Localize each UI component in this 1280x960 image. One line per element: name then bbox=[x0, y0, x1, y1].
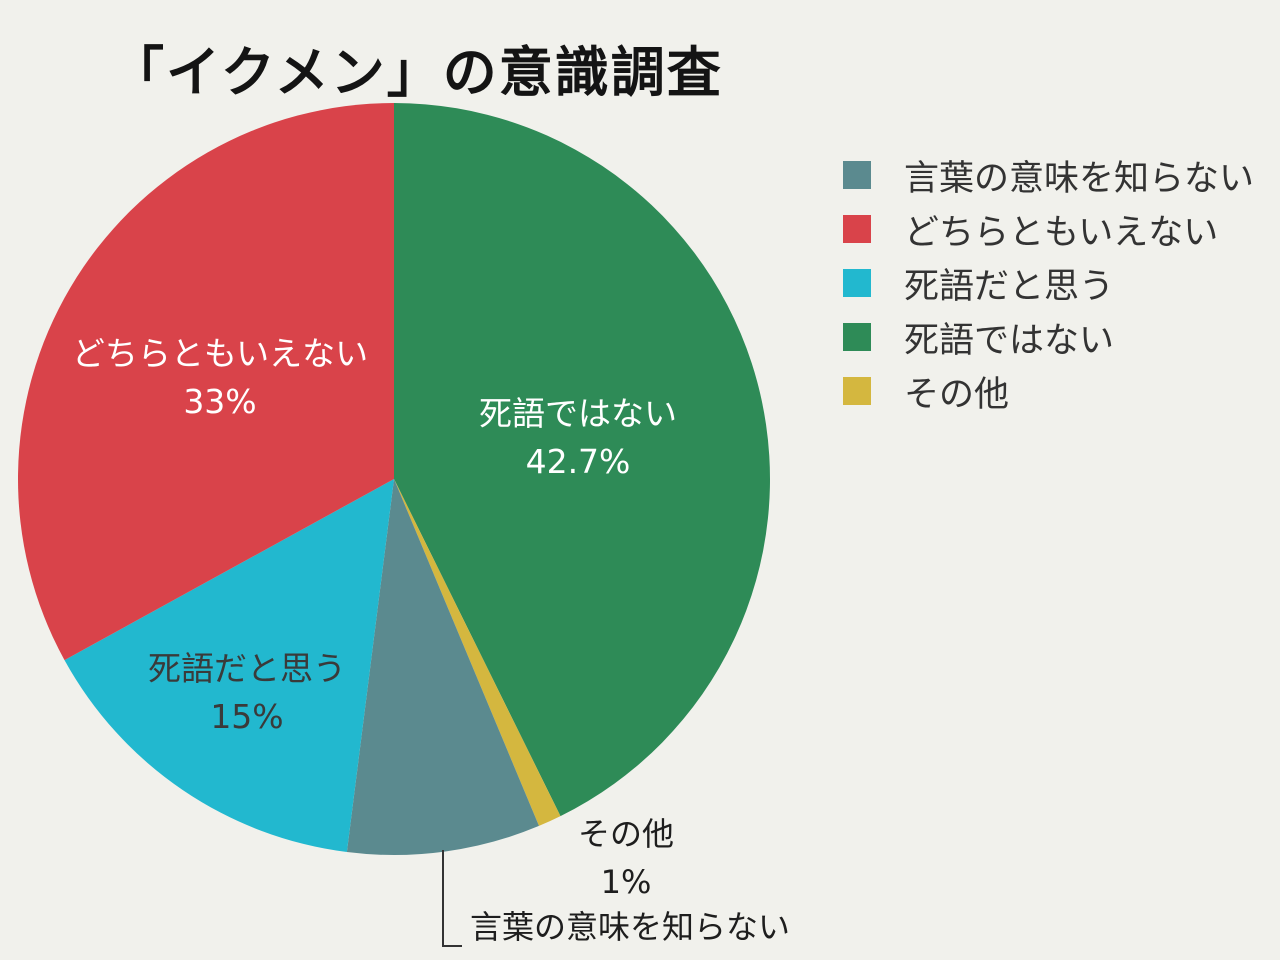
legend-swatch bbox=[843, 215, 871, 243]
legend-item: 死語だと思う bbox=[843, 256, 1254, 310]
legend-item: その他 bbox=[843, 364, 1254, 418]
legend-label: その他 bbox=[904, 374, 1010, 415]
slice-label-3: 死語だと思う bbox=[148, 649, 346, 688]
slice-label-2: 言葉の意味を知らない bbox=[470, 908, 790, 946]
legend-label: 言葉の意味を知らない bbox=[904, 158, 1255, 199]
legend-swatch bbox=[843, 161, 871, 189]
slice-3 bbox=[64, 479, 394, 853]
legend-label: どちらともいえない bbox=[904, 212, 1219, 253]
legend-swatch bbox=[843, 323, 871, 351]
slice-label-1: その他 bbox=[578, 815, 674, 853]
slice-4 bbox=[17, 103, 394, 661]
slice-value-1: 1% bbox=[601, 863, 652, 901]
legend-label: 死語だと思う bbox=[904, 266, 1115, 307]
slice-0 bbox=[394, 103, 770, 817]
legend-label: 死語ではない bbox=[904, 320, 1115, 361]
slice-2 bbox=[346, 479, 539, 856]
slice-label-4: どちらともいえない bbox=[72, 334, 368, 373]
slice-value-4: 33% bbox=[183, 382, 256, 421]
slice-value-0: 42.7% bbox=[526, 442, 631, 481]
chart-title: 「イクメン」の意識調査 bbox=[110, 41, 723, 104]
leader-line bbox=[442, 850, 462, 947]
chart-legend: 言葉の意味を知らない どちらともいえない 死語だと思う 死語ではない その他 bbox=[843, 148, 1254, 418]
legend-item: どちらともいえない bbox=[843, 202, 1254, 256]
legend-item: 死語ではない bbox=[843, 310, 1254, 364]
legend-swatch bbox=[843, 377, 871, 405]
legend-item: 言葉の意味を知らない bbox=[843, 148, 1254, 202]
legend-swatch bbox=[843, 269, 871, 297]
slice-1 bbox=[394, 479, 561, 826]
slice-label-0: 死語ではない bbox=[479, 394, 677, 433]
slice-value-3: 15% bbox=[210, 697, 283, 736]
